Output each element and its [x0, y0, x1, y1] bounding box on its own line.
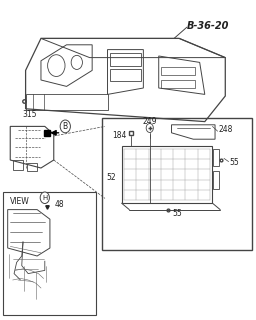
Bar: [161, 67, 195, 75]
Text: 249: 249: [143, 117, 157, 126]
Circle shape: [60, 120, 70, 133]
Bar: [27, 163, 37, 171]
Bar: [161, 80, 195, 88]
Bar: [213, 149, 219, 166]
Text: H: H: [42, 195, 47, 201]
Bar: [213, 171, 219, 189]
Bar: [110, 53, 141, 66]
Bar: [13, 160, 23, 170]
Bar: [102, 118, 252, 250]
Bar: [122, 146, 212, 203]
Text: 184: 184: [112, 131, 127, 140]
Text: B-36-20: B-36-20: [187, 21, 229, 31]
Text: 248: 248: [219, 125, 233, 134]
Text: B: B: [63, 122, 68, 131]
Text: 48: 48: [55, 200, 65, 209]
Text: 55: 55: [229, 158, 239, 167]
Text: 52: 52: [107, 173, 116, 182]
Bar: [3, 192, 96, 315]
Text: 55: 55: [173, 209, 183, 218]
Circle shape: [40, 192, 49, 204]
Bar: [110, 69, 141, 81]
Text: 315: 315: [22, 110, 37, 119]
Text: VIEW: VIEW: [10, 197, 30, 206]
